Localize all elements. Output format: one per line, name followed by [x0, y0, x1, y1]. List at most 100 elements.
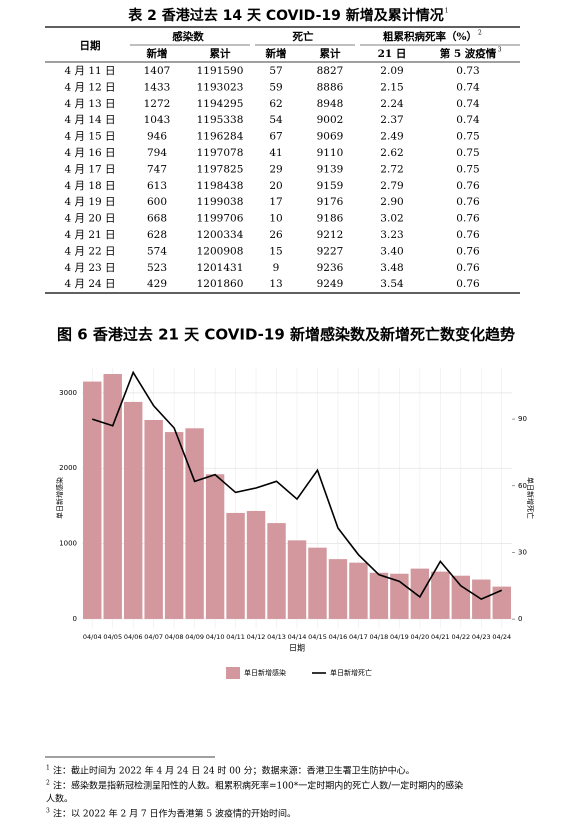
table-cell: 9139	[317, 163, 344, 175]
table-cell: 0.75	[456, 131, 479, 143]
y2-tick-label: 60	[518, 482, 527, 490]
header-cell: 累计	[320, 47, 341, 60]
table-cell: 1433	[144, 81, 171, 93]
header-cell: 感染数	[172, 30, 204, 43]
table-cell: 2.09	[380, 65, 403, 77]
x-tick-label: 04/10	[206, 633, 225, 641]
table-cell: 0.73	[456, 65, 479, 77]
table-cell: 1198438	[197, 180, 244, 192]
table-cell: 4 月 19 日	[64, 196, 115, 208]
x-tick-label: 04/06	[124, 633, 143, 641]
table-cell: 1201860	[197, 278, 244, 290]
table-cell: 2.62	[380, 147, 403, 159]
bar	[369, 572, 389, 619]
footnote-text: 人数。	[46, 793, 73, 805]
y2-tick-label: 30	[518, 548, 527, 556]
table-cell: 15	[269, 245, 282, 257]
table-cell: 3.23	[380, 229, 403, 241]
table-cell: 1199038	[197, 196, 244, 208]
bar	[185, 428, 204, 619]
table-cell: 0.74	[456, 98, 480, 110]
table-cell: 1197825	[197, 163, 244, 175]
table-cell: 3.48	[380, 262, 403, 274]
table-cell: 4 月 12 日	[64, 81, 115, 93]
table-cell: 4 月 22 日	[64, 245, 115, 257]
table-cell: 4 月 21 日	[64, 229, 115, 241]
line	[91, 370, 503, 601]
table-cell: 9236	[317, 262, 344, 274]
table-cell: 59	[269, 81, 282, 93]
table-cell: 1200908	[197, 245, 244, 257]
bar	[431, 571, 450, 619]
x-tick-label: 04/18	[370, 633, 389, 641]
header-cell: 死亡	[292, 30, 314, 43]
table-cell: 2.15	[380, 81, 403, 93]
table-cell: 600	[147, 196, 167, 208]
x-tick-label: 04/19	[390, 633, 409, 641]
table-cell: 9249	[317, 278, 344, 290]
x-tick-label: 04/12	[247, 633, 266, 641]
table-cell: 0.76	[456, 278, 480, 290]
table-cell: 0.75	[456, 163, 479, 175]
footnote-mark: 3	[46, 808, 50, 815]
table-cell: 1200334	[197, 229, 244, 241]
x-tick-label: 04/15	[308, 633, 327, 641]
table-cell: 2.90	[380, 196, 403, 208]
table-cell: 1201431	[197, 262, 244, 274]
x-tick-label: 04/09	[185, 633, 204, 641]
x-tick-label: 04/05	[103, 633, 122, 641]
header-cell: 第 5 波疫情	[440, 47, 497, 60]
table-cell: 2.72	[380, 163, 403, 175]
table-cell: 668	[147, 213, 167, 225]
table-cell: 4 月 23 日	[64, 262, 115, 274]
table-cell: 0.76	[456, 229, 480, 241]
table-cell: 0.76	[456, 245, 480, 257]
table-cell: 946	[147, 131, 167, 143]
table-cell: 0.76	[456, 213, 480, 225]
x-tick-label: 04/04	[83, 633, 102, 641]
legend-swatch	[226, 667, 240, 679]
x-tick-label: 04/17	[349, 633, 368, 641]
x-tick-label: 04/22	[451, 633, 470, 641]
table-cell: 3.54	[380, 278, 404, 290]
table-cell: 4 月 24 日	[64, 278, 115, 290]
superscript: 3	[498, 47, 502, 54]
table-cell: 1195338	[197, 114, 244, 126]
table-cell: 4 月 20 日	[64, 213, 115, 225]
table-cell: 10	[269, 213, 282, 225]
table-cell: 41	[269, 147, 282, 159]
table-cell: 0.76	[456, 196, 480, 208]
table-cell: 29	[269, 163, 282, 175]
y-tick-label: 2000	[59, 464, 77, 472]
bar	[144, 420, 163, 619]
bar	[123, 401, 143, 619]
bar	[246, 510, 266, 619]
bar	[164, 432, 184, 619]
x-tick-label: 04/16	[329, 633, 348, 641]
table-cell: 0.76	[456, 180, 480, 192]
bar	[328, 559, 348, 619]
table-cell: 0.74	[456, 81, 480, 93]
table-cell: 8827	[317, 65, 344, 77]
footnote-text: 注：以 2022 年 2 月 7 日作为香港第 5 波疫情的开始时间。	[53, 808, 296, 820]
superscript: 1	[445, 8, 449, 15]
bar	[451, 575, 471, 619]
bar	[103, 374, 122, 619]
table-cell: 613	[147, 180, 167, 192]
y-tick-label: 1000	[59, 540, 77, 548]
x-tick-label: 04/21	[431, 633, 450, 641]
y-axis-label: 单日新增感染	[55, 477, 64, 519]
x-axis-label: 日期	[289, 644, 305, 653]
table-cell: 4 月 13 日	[64, 98, 115, 110]
y-tick-label: 0	[73, 615, 77, 623]
footnote-text: 注：感染数是指新冠检测呈阳性的人数。粗累积病死率=100*一定时期内的死亡人数/…	[53, 780, 463, 792]
table-cell: 1193023	[197, 81, 244, 93]
table-cell: 3.02	[380, 213, 403, 225]
x-tick-label: 04/13	[267, 633, 286, 641]
header-cell: 粗累积病死率（%）	[383, 30, 477, 43]
table-cell: 26	[269, 229, 283, 241]
table-cell: 628	[147, 229, 167, 241]
header-cell: 日期	[80, 39, 101, 52]
table-cell: 9110	[317, 147, 344, 159]
superscript: 2	[478, 30, 482, 37]
